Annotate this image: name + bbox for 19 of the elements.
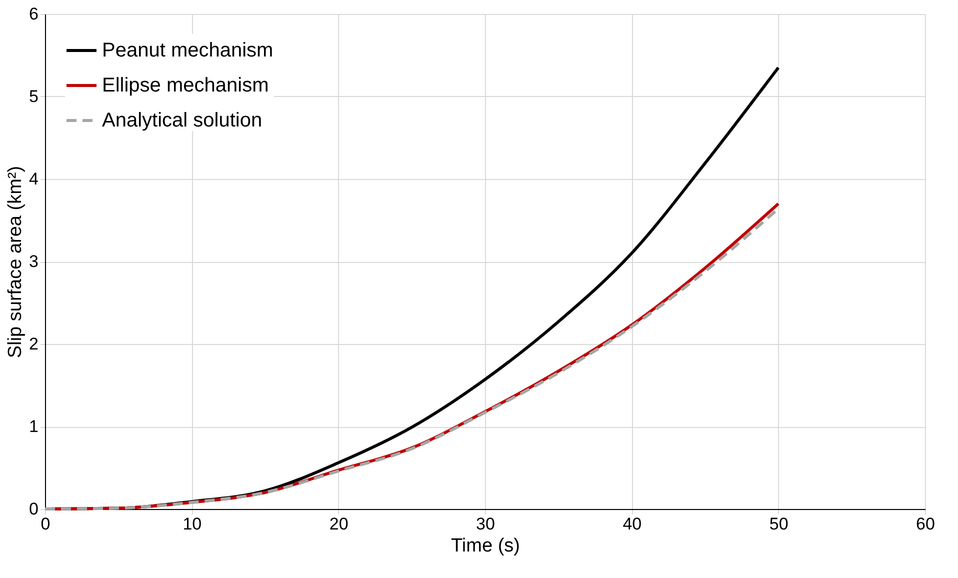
y-tick-label: 6: [29, 4, 38, 24]
x-tick-label: 0: [40, 514, 50, 534]
legend-label: Ellipse mechanism: [102, 74, 269, 96]
x-axis-title: Time (s): [451, 536, 520, 556]
legend-label: Peanut mechanism: [102, 40, 274, 62]
y-tick-label: 0: [29, 500, 38, 518]
x-tick-label: 40: [622, 514, 642, 534]
y-tick-label: 3: [29, 252, 38, 271]
y-tick-label: 5: [29, 87, 38, 106]
y-tick-label: 1: [29, 417, 38, 436]
y-tick-label: 4: [29, 170, 38, 188]
x-tick-label: 20: [329, 514, 348, 534]
x-tick-label: 50: [769, 514, 788, 534]
x-tick-label: 60: [916, 514, 935, 534]
y-axis-title: Slip surface area (km²): [5, 166, 26, 358]
x-tick-label: 30: [476, 514, 495, 534]
x-tick-label: 10: [182, 514, 202, 534]
y-tick-label: 2: [29, 334, 38, 354]
legend-label: Analytical solution: [102, 110, 262, 132]
